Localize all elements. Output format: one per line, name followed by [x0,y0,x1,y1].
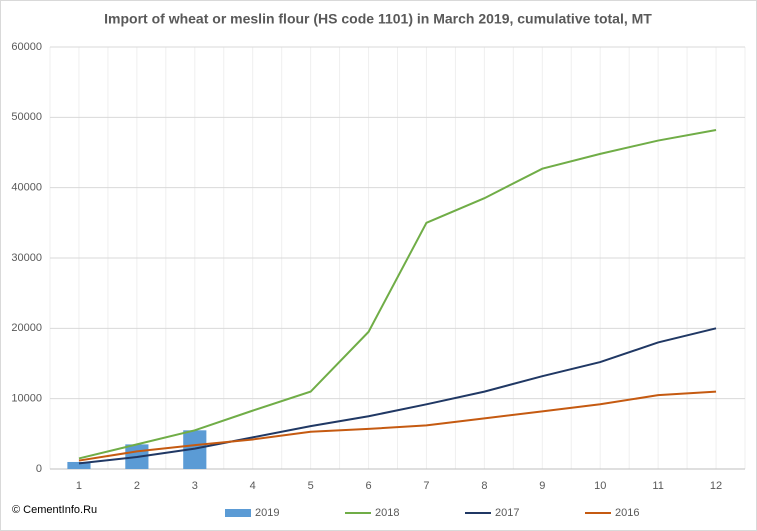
legend-label: 2018 [375,507,399,519]
y-tick-label: 60000 [11,41,42,53]
x-tick-label: 4 [250,480,256,492]
x-tick-label: 11 [652,480,663,492]
y-tick-label: 0 [36,463,42,475]
x-tick-label: 9 [539,480,545,492]
chart-title: Import of wheat or meslin flour (HS code… [104,11,652,27]
x-tick-label: 3 [192,480,198,492]
x-tick-label: 7 [423,480,429,492]
y-tick-label: 20000 [11,322,42,334]
y-tick-label: 10000 [11,393,42,405]
x-tick-label: 8 [481,480,487,492]
x-tick-label: 5 [308,480,314,492]
legend-label: 2017 [495,507,519,519]
y-tick-label: 40000 [11,182,42,194]
y-tick-label: 30000 [11,252,42,264]
legend-swatch [225,509,251,517]
line [78,327,717,465]
source: © CementInfo.Ru [12,504,97,516]
legend-label: 2019 [255,507,279,519]
x-tick-label: 10 [594,480,606,492]
x-tick-label: 2 [134,480,140,492]
x-tick-label: 12 [710,480,722,492]
line [78,390,717,462]
bar [183,430,207,469]
x-tick-label: 1 [76,480,82,492]
y-tick-label: 50000 [11,111,42,123]
line [78,129,717,460]
bar [67,461,91,469]
x-tick-label: 6 [365,480,371,492]
legend-label: 2016 [615,507,639,519]
